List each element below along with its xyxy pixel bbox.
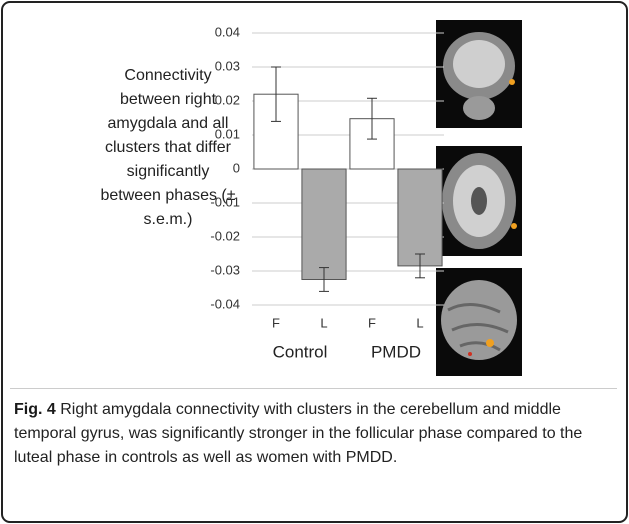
brain-shape xyxy=(441,280,517,360)
bar xyxy=(397,168,443,267)
x-tick-label: F xyxy=(272,315,280,330)
cluster-spot xyxy=(468,352,472,356)
separator xyxy=(10,388,617,389)
brain-images xyxy=(436,20,522,376)
x-tick-label: F xyxy=(368,315,376,330)
y-axis-label: Connectivity between right amygdala and … xyxy=(100,67,236,228)
cluster-spot xyxy=(509,79,515,85)
y-tick-label: -0.02 xyxy=(210,228,240,243)
error-bar xyxy=(367,97,377,140)
group-label: Control xyxy=(273,342,328,361)
cluster-spot xyxy=(511,223,517,229)
y-tick-label: 0.02 xyxy=(215,92,240,107)
cluster-spot xyxy=(486,339,494,347)
error-bar xyxy=(271,66,281,122)
brain-shape xyxy=(463,96,495,120)
error-bar xyxy=(319,267,329,292)
brain-shape xyxy=(471,187,487,215)
y-tick-label: 0.01 xyxy=(215,126,240,141)
y-tick-label: 0 xyxy=(233,160,240,175)
y-tick-label: 0.04 xyxy=(215,24,240,39)
x-tick-label: L xyxy=(320,315,327,330)
group-label: PMDD xyxy=(371,342,421,361)
chart: 0.04 0.03 0.02 0.01 0 -0.01 -0.02 -0.03 -0.04 F L F… xyxy=(210,20,522,376)
y-tick-label: -0.04 xyxy=(210,296,240,311)
brain-shape xyxy=(453,40,505,88)
caption-text: Right amygdala connectivity with cluster… xyxy=(14,401,583,466)
x-tick-label: L xyxy=(416,315,423,330)
error-bar xyxy=(415,253,425,279)
y-tick-label: 0.03 xyxy=(215,58,240,73)
y-tick-label: -0.03 xyxy=(210,262,240,277)
y-tick-label: -0.01 xyxy=(210,194,240,209)
bar xyxy=(301,168,347,280)
caption-label: Fig. 4 xyxy=(14,401,56,418)
brain-folds xyxy=(447,303,509,352)
caption: Fig. 4 Right amygdala connectivity with … xyxy=(14,398,614,470)
